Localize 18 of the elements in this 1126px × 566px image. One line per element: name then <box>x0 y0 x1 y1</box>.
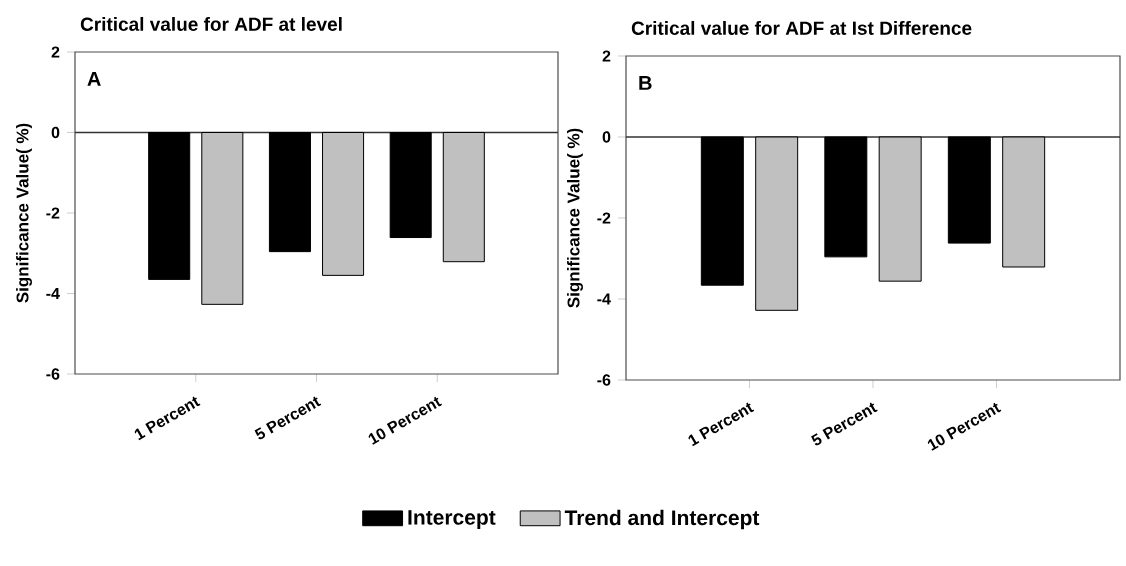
y-tick-label: -4 <box>46 287 60 299</box>
legend-label: Intercept <box>408 510 496 529</box>
y-tick-label: -6 <box>46 368 60 380</box>
annotation: A <box>87 71 101 86</box>
y-tick-label: -6 <box>597 374 611 386</box>
y-tick-label: -2 <box>597 212 611 224</box>
y-axis-title: Significance Value( %) <box>16 123 32 303</box>
y-tick-label: 0 <box>602 131 611 143</box>
chart-title: Critical value for ADF at level <box>80 16 342 31</box>
chart-title: Critical value for ADF at Ist Difference <box>631 20 972 35</box>
legend-label: Trend and Intercept <box>564 509 760 530</box>
y-axis-title: Significance Value( %) <box>567 128 583 308</box>
y-tick-label: -2 <box>46 207 60 219</box>
annotation: B <box>639 76 652 90</box>
y-tick-label: 0 <box>51 126 60 139</box>
y-tick-label: 2 <box>51 46 60 58</box>
y-tick-label: -4 <box>597 293 611 305</box>
y-tick-label: 2 <box>602 50 611 62</box>
